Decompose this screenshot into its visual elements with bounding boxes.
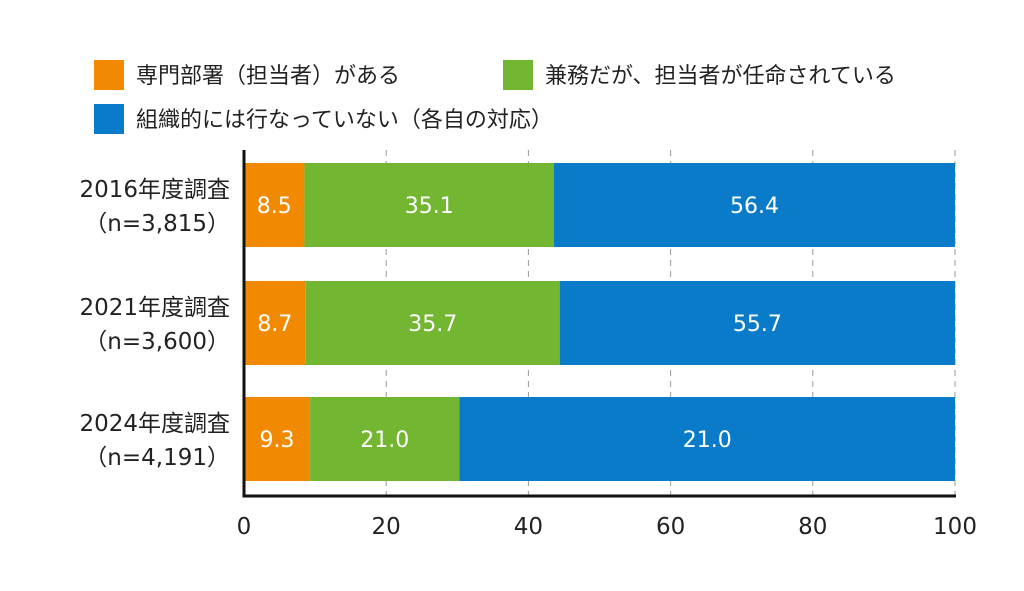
x-tick-label-40: 40 bbox=[514, 514, 543, 540]
category-label-3-line-1: 2024年度調査 bbox=[79, 411, 230, 437]
legend-swatch-2 bbox=[503, 60, 533, 90]
data-label-2-1: 8.7 bbox=[257, 312, 292, 337]
data-label-3-2: 21.0 bbox=[360, 428, 409, 453]
x-tick-label-0: 0 bbox=[237, 514, 252, 540]
data-label-2-2: 35.7 bbox=[408, 312, 457, 337]
legend-swatch-3 bbox=[94, 104, 124, 134]
data-label-1-1: 8.5 bbox=[257, 194, 292, 219]
x-tick-label-20: 20 bbox=[372, 514, 401, 540]
bar-segment-2-2 bbox=[305, 281, 560, 365]
category-label-3-line-2: （n=4,191） bbox=[84, 445, 230, 471]
category-label-1-line-1: 2016年度調査 bbox=[79, 177, 230, 203]
legend-label-3: 組織的には行なっていない（各自の対応） bbox=[136, 108, 553, 133]
axes bbox=[242, 150, 956, 498]
bar-segment-1-1 bbox=[244, 163, 305, 247]
bar-segment-2-3 bbox=[559, 281, 955, 365]
data-label-1-2: 35.1 bbox=[405, 194, 454, 219]
legend-swatch-1 bbox=[94, 60, 124, 90]
bar-segment-3-3 bbox=[459, 397, 955, 481]
bar-segment-1-2 bbox=[304, 163, 554, 247]
bar-segment-3-2 bbox=[310, 397, 460, 481]
data-label-3-1: 9.3 bbox=[260, 428, 295, 453]
data-label-1-3: 56.4 bbox=[730, 194, 779, 219]
x-tick-labels: 0 20 40 60 80 100 bbox=[237, 514, 977, 540]
legend-label-2: 兼務だが、担当者が任命されている bbox=[545, 64, 896, 89]
legend: 専門部署（担当者）がある 兼務だが、担当者が任命されている組織的には行なっていない… bbox=[94, 60, 896, 134]
legend-label-1: 専門部署（担当者）がある bbox=[136, 64, 400, 89]
category-label-2-line-1: 2021年度調査 bbox=[79, 295, 230, 321]
category-label-1-line-2: （n=3,815） bbox=[84, 211, 230, 237]
x-tick-label-80: 80 bbox=[798, 514, 827, 540]
bar-segment-2-1 bbox=[244, 281, 306, 365]
x-tick-label-100: 100 bbox=[933, 514, 977, 540]
data-label-3-3: 21.0 bbox=[683, 428, 732, 453]
bar-segment-1-3 bbox=[553, 163, 955, 247]
bar-segment-3-1 bbox=[244, 397, 311, 481]
category-label-2-line-2: （n=3,600） bbox=[84, 329, 230, 355]
data-label-2-3: 55.7 bbox=[733, 312, 782, 337]
bars: 8.5 35.1 56.4 8.7 35.7 55.7 9.3 21.0 21.0 bbox=[244, 163, 955, 481]
x-tick-label-60: 60 bbox=[656, 514, 685, 540]
category-labels: 2016年度調査 （n=3,815） 2021年度調査 （n=3,600） 2024年度… bbox=[79, 177, 230, 471]
